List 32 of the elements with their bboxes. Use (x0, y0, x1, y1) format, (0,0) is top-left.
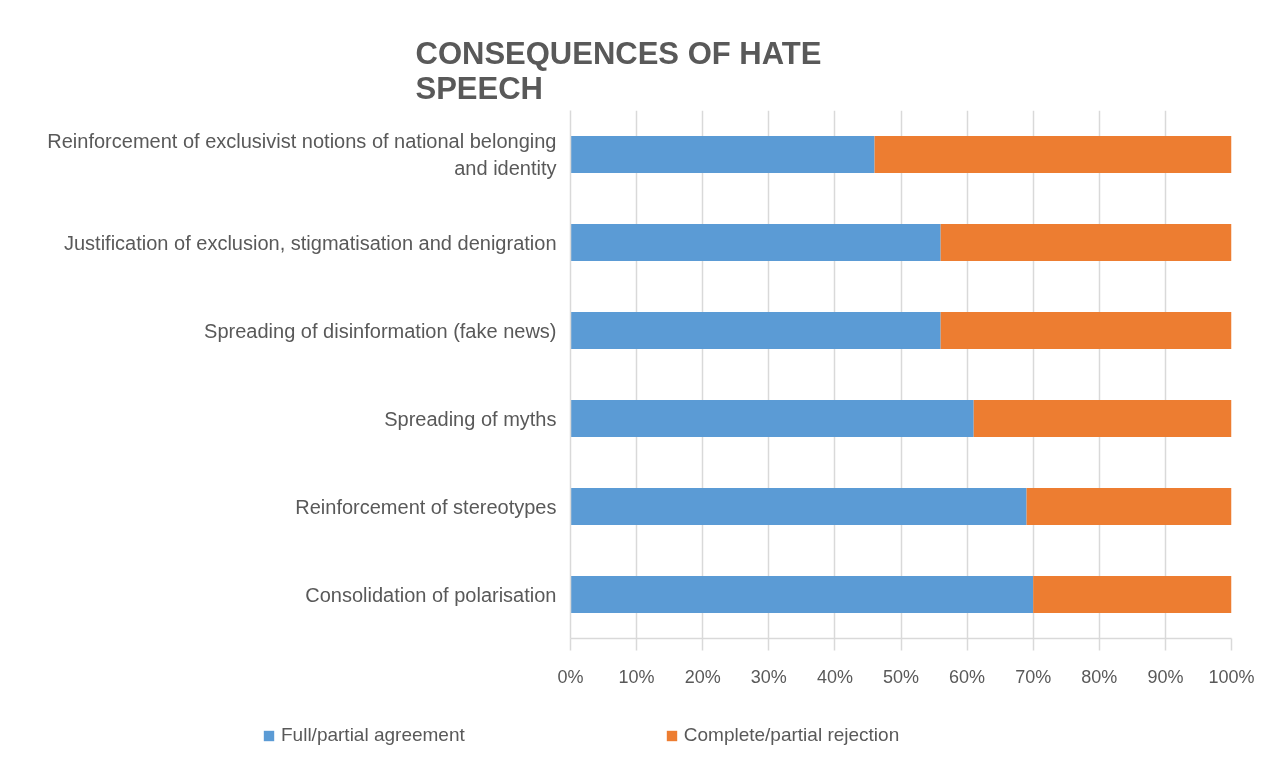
x-tick-label: 0% (557, 666, 584, 687)
legend-label: Complete/partial rejection (683, 724, 900, 746)
x-tick-label: 50% (882, 666, 920, 687)
bar (940, 224, 1232, 261)
x-tick-label: 80% (1081, 666, 1118, 687)
x-tick-label: 10% (618, 666, 655, 687)
y-tick-label: Spreading of disinformation (fake news) (204, 319, 557, 342)
bar (1033, 576, 1232, 613)
y-tick-label: Reinforcement of exclusivist notions of national belonging and identity (47, 130, 557, 179)
bar (570, 136, 875, 173)
bar (570, 400, 974, 437)
x-tick-label: 70% (1015, 666, 1052, 687)
x-tick-label: 30% (750, 666, 787, 687)
x-tick-label: 60% (949, 666, 986, 687)
bar (1026, 488, 1232, 525)
x-tick-label: 90% (1147, 666, 1184, 687)
bar (570, 488, 1027, 525)
x-tick-label: 20% (684, 666, 721, 687)
y-tick-label: Justification of exclusion, stigmatisation and denigration (64, 231, 557, 254)
legend-label: Full/partial agreement (281, 724, 465, 746)
bar (940, 312, 1232, 349)
y-tick-label: Consolidation of polarisation (305, 583, 557, 606)
y-tick-label: Spreading of myths (384, 407, 557, 430)
bar (570, 312, 941, 349)
y-tick-label: Reinforcement of stereotypes (295, 495, 557, 518)
bar (874, 136, 1232, 173)
x-tick-label: 100% (1208, 666, 1255, 687)
bar (973, 400, 1232, 437)
bar (570, 576, 1034, 613)
bar (570, 224, 941, 261)
chart-title: CONSEQUENCES OF HATE SPEECH (415, 35, 822, 106)
x-tick-label: 40% (816, 666, 853, 687)
